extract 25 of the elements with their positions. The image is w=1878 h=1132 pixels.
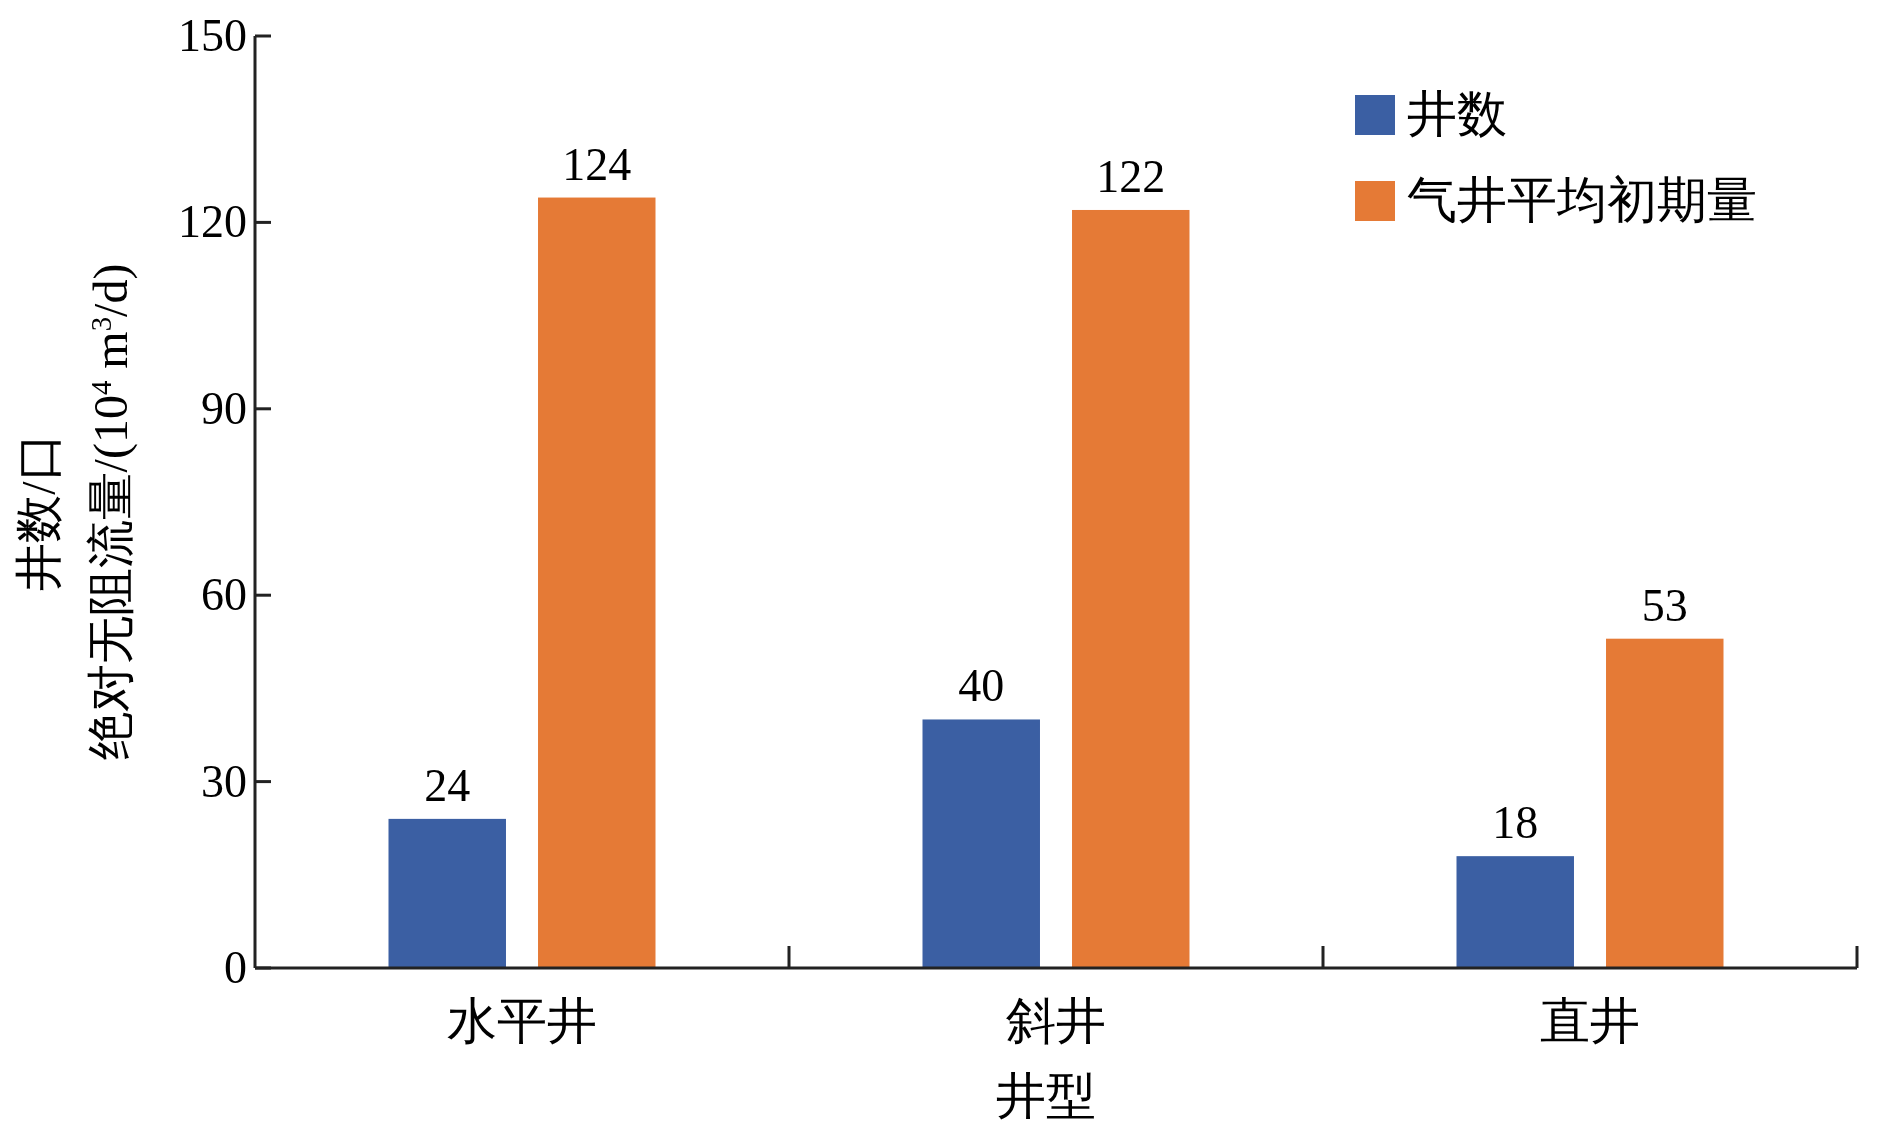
- data-label: 124: [562, 138, 632, 190]
- bar: [1606, 638, 1724, 968]
- x-tick-label: 直井: [1540, 993, 1640, 1049]
- x-axis-title: 井型: [996, 1068, 1096, 1124]
- text: 井数/口: [12, 433, 65, 591]
- data-label: 24: [424, 759, 471, 811]
- bar: [1072, 209, 1190, 968]
- bar: [1456, 856, 1574, 968]
- y-tick-label: 0: [224, 942, 247, 993]
- data-label: 53: [1641, 579, 1688, 631]
- bar: [388, 818, 506, 968]
- bar: [538, 197, 656, 968]
- x-tick-label: 水平井: [447, 993, 597, 1049]
- legend-label: 井数: [1407, 86, 1507, 142]
- y-tick-label: 90: [201, 382, 247, 434]
- data-label: 18: [1492, 797, 1539, 849]
- y-tick-label: 30: [201, 755, 247, 807]
- x-tick-label: 斜井: [1006, 993, 1106, 1049]
- bar: [922, 719, 1040, 968]
- y-tick-label: 150: [178, 10, 247, 61]
- data-label: 40: [958, 660, 1005, 712]
- y-tick-label: 60: [201, 569, 247, 621]
- data-label: 122: [1096, 150, 1166, 202]
- y-tick-label: 120: [178, 196, 247, 248]
- legend-label: 气井平均初期量: [1407, 172, 1757, 228]
